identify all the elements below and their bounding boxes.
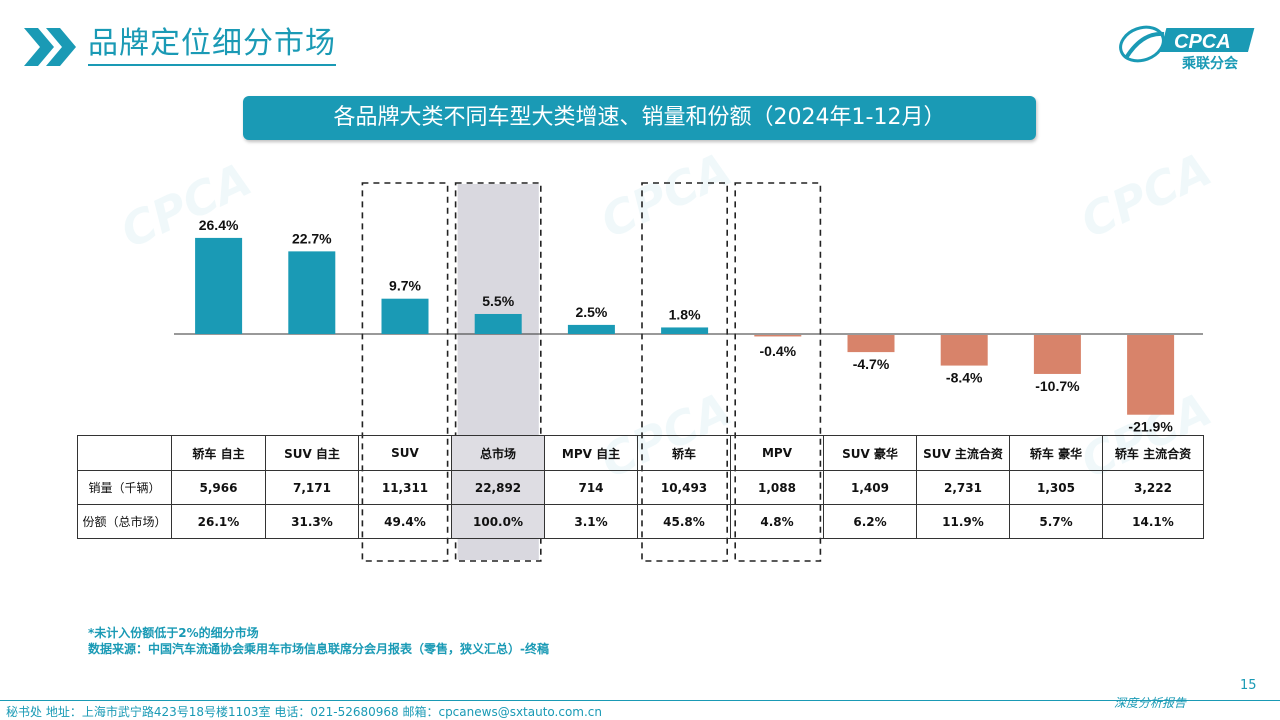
data-label: -10.7%	[1035, 378, 1080, 394]
table-cell: 6.2%	[823, 504, 917, 539]
footer-divider	[0, 700, 1280, 701]
tick-label: 轿车 主流合资	[1102, 435, 1204, 471]
table-cell: 5,966	[171, 470, 266, 505]
table-row: 销量（千辆） 5,966 7,171 11,311 22,892 714 10,493 1,0…	[77, 470, 1204, 505]
title-chevron-icon	[24, 28, 76, 66]
table-cell: 22,892	[451, 470, 545, 505]
page-number: 15	[1240, 678, 1257, 693]
table-cell: 26.1%	[171, 504, 266, 539]
dashed-box	[641, 182, 728, 562]
tick-label: MPV 自主	[544, 435, 638, 471]
data-label: 22.7%	[292, 230, 332, 246]
data-label: -4.7%	[853, 356, 890, 372]
tick-label: SUV 豪华	[823, 435, 917, 471]
dashed-box	[454, 182, 542, 562]
bar	[754, 335, 802, 337]
table-row: 份额（总市场） 26.1% 31.3% 49.4% 100.0% 3.1% 45.8% 4.8…	[77, 504, 1204, 539]
logo-text: CPCA	[1174, 31, 1231, 53]
table-cell: 3.1%	[544, 504, 638, 539]
tick-label: 轿车	[637, 435, 731, 471]
footer-contact: 秘书处 地址：上海市武宁路423号18号楼1103室 电话：021-526809…	[6, 705, 603, 719]
tick-label: 总市场	[451, 435, 545, 471]
tick-label: 轿车 豪华	[1009, 435, 1103, 471]
tick-label: SUV 自主	[265, 435, 359, 471]
footer-report-label: 深度分析报告	[1114, 696, 1187, 710]
bar	[940, 335, 988, 366]
logo-subtext: 乘联分会	[1181, 55, 1239, 72]
table-cell: 10,493	[637, 470, 731, 505]
data-label: -8.4%	[946, 370, 983, 386]
bar	[288, 251, 336, 334]
table-cell: 1,409	[823, 470, 917, 505]
bar	[1033, 335, 1081, 374]
data-table: 轿车 自主 SUV 自主 SUV 总市场 MPV 自主 轿车 MPV SUV 豪华 SUV 主流…	[77, 435, 1204, 539]
tick-label: SUV	[358, 435, 452, 471]
footnote: *未计入份额低于2%的细分市场	[88, 626, 259, 640]
table-cell: 4.8%	[730, 504, 824, 539]
dashed-box	[734, 182, 822, 562]
data-label: 1.8%	[669, 306, 701, 322]
chart-title: 各品牌大类不同车型大类增速、销量和份额（2024年1-12月）	[243, 96, 1036, 140]
table-cell: 14.1%	[1102, 504, 1204, 539]
data-label: 9.7%	[389, 278, 421, 294]
table-cell: 2,731	[916, 470, 1010, 505]
table-cell: 31.3%	[265, 504, 359, 539]
row-label: 份额（总市场）	[77, 504, 172, 539]
bar	[381, 298, 429, 334]
table-cell: 3,222	[1102, 470, 1204, 505]
page-title: 品牌定位细分市场	[88, 24, 336, 66]
tick-label: SUV 主流合资	[916, 435, 1010, 471]
bar	[661, 327, 709, 334]
table-cell: 11.9%	[916, 504, 1010, 539]
table-corner-cell	[77, 435, 172, 471]
table-cell: 100.0%	[451, 504, 545, 539]
table-cell: 5.7%	[1009, 504, 1103, 539]
table-cell: 49.4%	[358, 504, 452, 539]
table-cell: 45.8%	[637, 504, 731, 539]
data-label: 5.5%	[482, 293, 514, 309]
data-label: -21.9%	[1128, 419, 1173, 435]
dashed-box	[361, 182, 449, 562]
bar	[847, 335, 895, 353]
cpca-logo: CPCA 乘联分会	[1119, 25, 1255, 72]
table-cell: 7,171	[265, 470, 359, 505]
bar	[195, 237, 243, 334]
data-label: 2.5%	[575, 304, 607, 320]
table-cell: 714	[544, 470, 638, 505]
table-cell: 11,311	[358, 470, 452, 505]
tick-label: 轿车 自主	[171, 435, 266, 471]
bar	[474, 313, 522, 334]
bar	[1127, 335, 1175, 415]
bar	[567, 324, 615, 334]
tick-label: MPV	[730, 435, 824, 471]
table-cell: 1,088	[730, 470, 824, 505]
data-source-note: 数据来源：中国汽车流通协会乘用车市场信息联席分会月报表（零售，狭义汇总）-终稿	[88, 642, 549, 656]
row-label: 销量（千辆）	[77, 470, 172, 505]
data-label: 26.4%	[199, 217, 239, 233]
table-cell: 1,305	[1009, 470, 1103, 505]
data-label: -0.4%	[760, 343, 797, 359]
